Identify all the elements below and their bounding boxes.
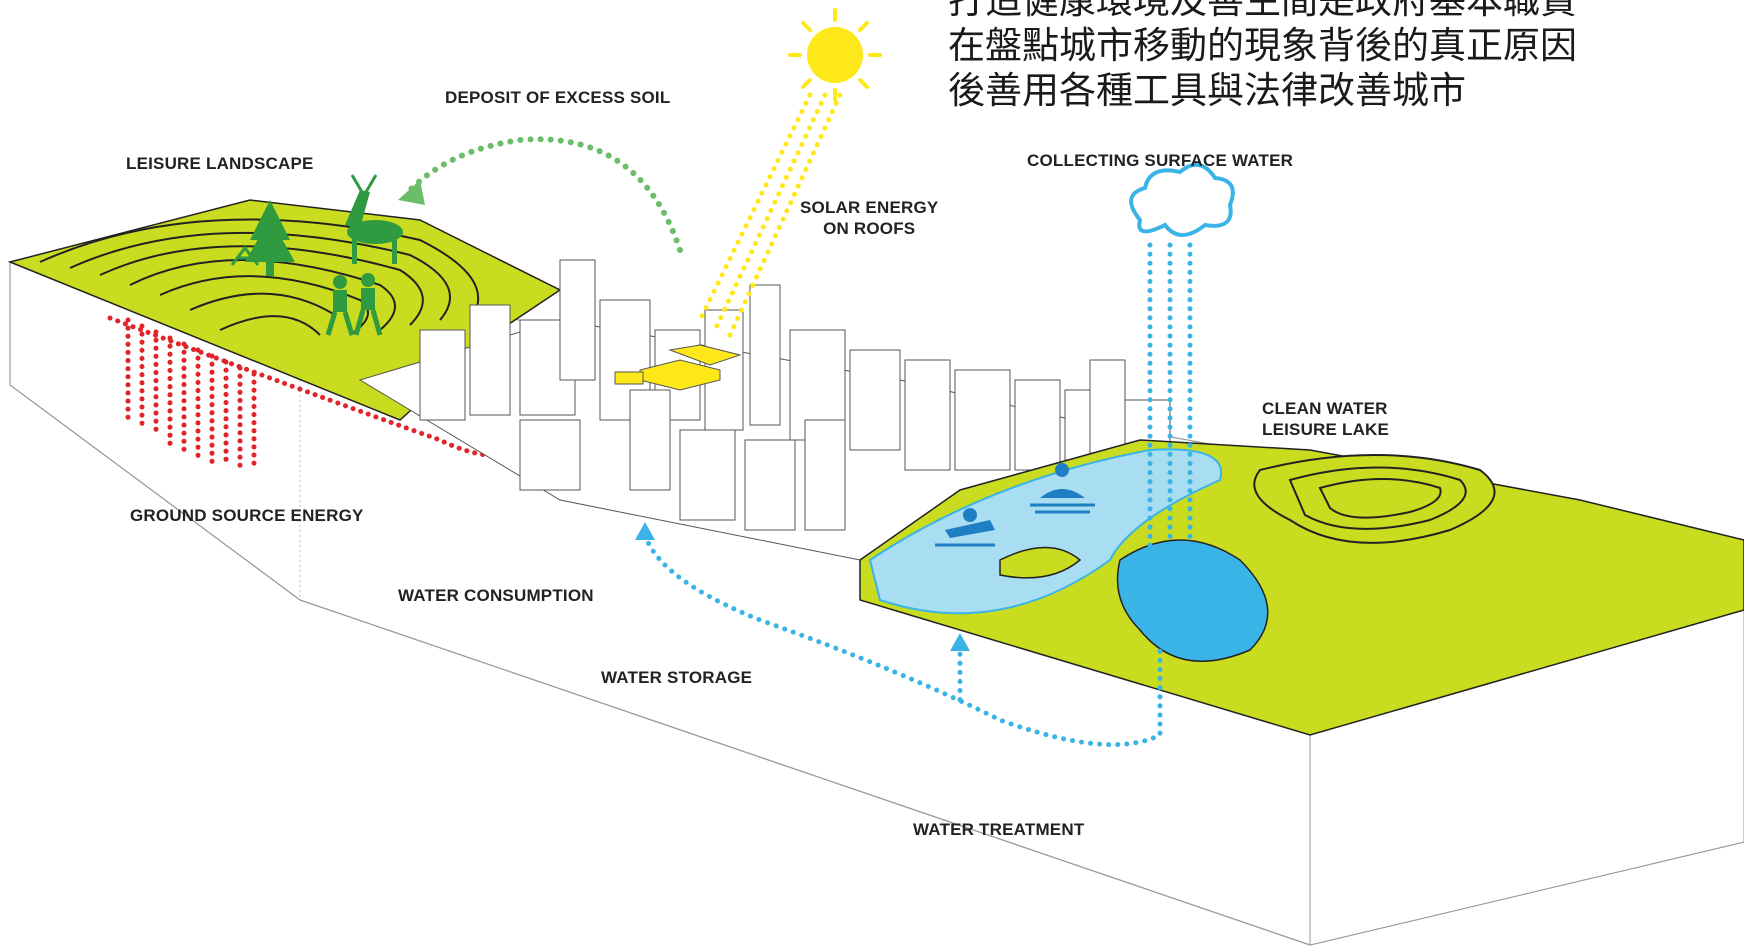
- cloud-icon: [1129, 162, 1235, 237]
- clean-water-lake: [859, 439, 1744, 736]
- hikers-icon: [325, 273, 383, 336]
- water-arrowheads: [635, 522, 970, 651]
- label-water-consumption: WATER CONSUMPTION: [398, 586, 594, 605]
- label-clean-line1: CLEAN WATER: [1262, 399, 1388, 418]
- label-ground-source: GROUND SOURCE ENERGY: [130, 506, 364, 525]
- deposit-soil-arrow: [398, 136, 683, 253]
- label-clean-water-lake: CLEAN WATER LEISURE LAKE: [1262, 398, 1389, 440]
- overlay-caption: 打造健康環境及善生間是政府基本職責 在盤點城市移動的現象背後的真正原因 後善用各…: [948, 0, 1577, 113]
- label-solar-line2: ON ROOFS: [823, 219, 916, 238]
- label-water-treatment: WATER TREATMENT: [913, 820, 1085, 839]
- solar-rays: [697, 92, 843, 338]
- overlay-line-2: 在盤點城市移動的現象背後的真正原因: [948, 24, 1577, 67]
- label-deposit-soil: DEPOSIT OF EXCESS SOIL: [445, 88, 671, 107]
- label-collecting-water: COLLECTING SURFACE WATER: [1027, 151, 1294, 170]
- rainfall-drops: [1147, 242, 1193, 593]
- overlay-line-1: 打造健康環境及善生間是政府基本職責: [948, 0, 1577, 22]
- label-water-storage: WATER STORAGE: [601, 668, 753, 687]
- label-leisure-landscape: LEISURE LANDSCAPE: [126, 154, 314, 173]
- sun-icon: [788, 8, 882, 102]
- bench-icon: [230, 245, 260, 266]
- swimmer-icon: [935, 508, 995, 547]
- water-cycle-arrows: [642, 532, 1163, 748]
- deer-icon: [345, 174, 403, 264]
- tree-icon: [245, 200, 295, 276]
- label-solar-energy: SOLAR ENERGY ON ROOFS: [800, 197, 938, 239]
- ground-source-energy-pipes: [107, 315, 518, 469]
- label-solar-line1: SOLAR ENERGY: [800, 198, 939, 217]
- label-clean-line2: LEISURE LAKE: [1262, 420, 1390, 439]
- rower-icon: [1030, 463, 1095, 514]
- overlay-line-3: 後善用各種工具與法律改善城市: [948, 69, 1466, 112]
